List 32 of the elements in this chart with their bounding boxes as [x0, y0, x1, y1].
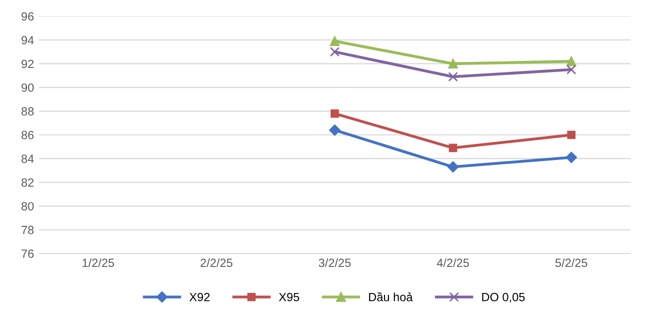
- y-tick-label: 88: [22, 107, 34, 116]
- point: [566, 152, 577, 164]
- x-tick-label: 5/2/25: [555, 258, 588, 268]
- point: [330, 36, 340, 46]
- legend-label: X95: [278, 292, 300, 302]
- point: [330, 46, 340, 57]
- point: [448, 72, 458, 82]
- y-tick-label: 78: [22, 226, 34, 234]
- y-tick-label: 96: [22, 12, 34, 21]
- y-tick-label: 84: [22, 154, 34, 163]
- y-tick-label: 90: [22, 83, 34, 92]
- x-tick-label: 2/2/25: [200, 258, 232, 268]
- point: [329, 124, 340, 136]
- legend-label: Dầu hoả: [369, 292, 413, 302]
- y-tick-label: 94: [22, 36, 34, 44]
- point: [448, 144, 458, 152]
- point: [447, 161, 459, 173]
- point: [330, 109, 339, 118]
- y-tick-label: 82: [22, 178, 34, 187]
- point: [448, 58, 458, 69]
- point: [566, 64, 576, 74]
- legend-label: X92: [189, 292, 210, 302]
- point: [566, 56, 576, 66]
- y-tick-label: 92: [22, 60, 34, 68]
- x-tick-label: 3/2/25: [318, 258, 351, 268]
- y-tick-label: 80: [22, 202, 34, 210]
- y-tick-label: 76: [22, 250, 34, 258]
- x-tick-label: 1/2/25: [82, 258, 114, 268]
- point: [567, 130, 576, 140]
- y-tick-label: 86: [22, 130, 34, 140]
- x-tick-label: 4/2/25: [436, 258, 469, 268]
- legend-label: DO 0,05: [482, 292, 525, 303]
